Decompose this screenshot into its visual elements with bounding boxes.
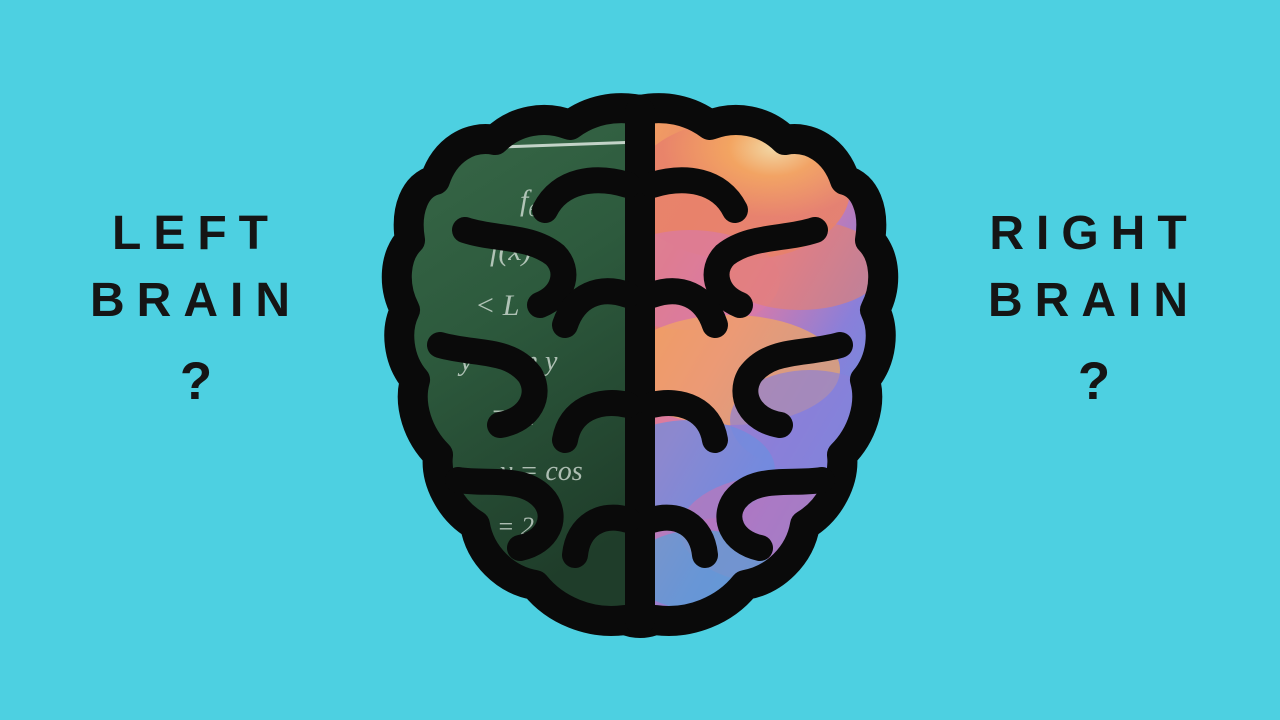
right-label-line1: RIGHT bbox=[988, 200, 1200, 267]
brain-illustration: f₆ f(x) < L > y = sin y = 2 y = cos A = … bbox=[380, 80, 900, 640]
left-label-line2: BRAIN bbox=[90, 267, 302, 334]
right-label-line2: BRAIN bbox=[988, 267, 1200, 334]
left-label-qmark: ? bbox=[90, 345, 302, 419]
left-brain-label: LEFT BRAIN ? bbox=[90, 200, 302, 419]
brain-svg: f₆ f(x) < L > y = sin y = 2 y = cos A = … bbox=[380, 80, 900, 640]
right-brain-label: RIGHT BRAIN ? bbox=[988, 200, 1200, 419]
right-label-qmark: ? bbox=[988, 345, 1200, 419]
left-label-line1: LEFT bbox=[90, 200, 302, 267]
